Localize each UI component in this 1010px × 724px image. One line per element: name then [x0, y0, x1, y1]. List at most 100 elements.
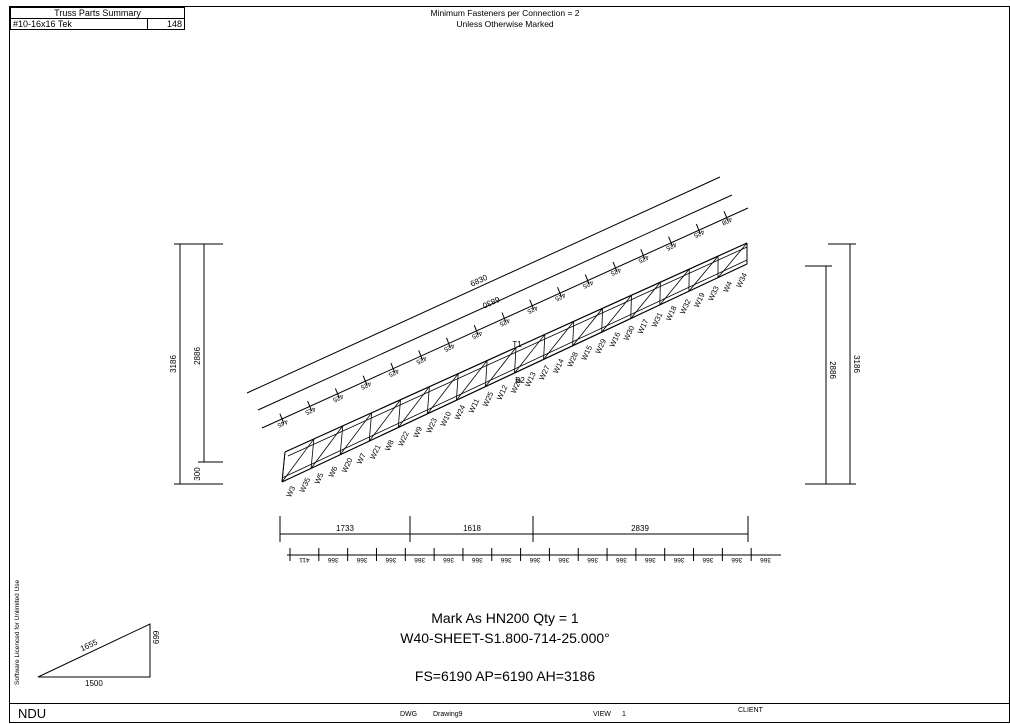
bottom-tick-label: 366 — [731, 556, 742, 563]
view-label: VIEW — [593, 711, 611, 718]
web-vertical — [485, 360, 488, 387]
top-tick-label: 425 — [498, 316, 511, 327]
tick-mark — [695, 223, 701, 235]
pitch-rise-label: 699 — [152, 630, 161, 644]
web-diagonal — [456, 360, 488, 401]
tick-mark — [640, 249, 646, 260]
web-vertical — [397, 399, 401, 428]
truss-drawing: W3 W35 W5 W6 W20 W7 W21 W8 W22 W9 W23 W10 W24 W11 W25 W… — [281, 242, 749, 499]
tick-mark — [668, 236, 674, 247]
web-vertical — [368, 412, 373, 442]
left-height-text: 2886 — [193, 347, 202, 365]
tick-mark — [501, 312, 507, 323]
bottom-tick-label: 411 — [299, 556, 310, 563]
web-label: W20 — [340, 456, 355, 474]
tick-mark — [473, 324, 479, 336]
web-label: W11 — [467, 397, 481, 414]
top-tick-label: 425 — [664, 241, 677, 252]
web-label: W30 — [622, 324, 637, 342]
tick-mark — [446, 337, 451, 348]
top-chord-label: T1 — [512, 340, 522, 349]
bottom-tick-label: 366 — [529, 556, 540, 563]
web-label: W13 — [523, 370, 538, 388]
web-vertical — [281, 451, 286, 483]
pitch-base-label: 1500 — [85, 679, 103, 688]
tick-mark — [362, 375, 368, 386]
web-diagonal — [339, 412, 372, 455]
tick-mark — [529, 299, 535, 311]
bottom-tick-label: 366 — [644, 556, 655, 563]
web-vertical — [630, 295, 632, 319]
web-label: W12 — [495, 384, 510, 402]
web-vertical — [659, 282, 661, 305]
web-label: W24 — [453, 403, 468, 421]
top-tick-label: 408 — [720, 215, 733, 226]
bottom-tick-label: 366 — [356, 556, 367, 563]
top-tick-label: 425 — [692, 228, 705, 239]
web-vertical — [601, 308, 604, 333]
bottom-tick-label: 366 — [616, 556, 627, 563]
web-diagonal — [426, 373, 459, 415]
left-heel-text: 300 — [193, 467, 202, 481]
top-tick-label: 425 — [387, 367, 400, 378]
fastener-note-line1: Minimum Fasteners per Connection = 2 — [430, 8, 580, 18]
web-diagonal — [485, 347, 517, 387]
footer-ndu: NDU — [18, 706, 47, 721]
tick-mark — [723, 211, 729, 222]
bottom-tick-label: 366 — [443, 556, 454, 563]
web-label: W19 — [692, 291, 707, 309]
web-label: W6 — [327, 465, 340, 479]
tick-dim-line — [261, 207, 749, 429]
top-tick-label: 425 — [581, 278, 594, 289]
bottom-tick-label: 366 — [760, 556, 771, 563]
mark-line1: Mark As HN200 Qty = 1 — [431, 610, 579, 626]
bottom-seg1-text: 1733 — [336, 524, 354, 533]
top-chord-inner — [287, 246, 748, 457]
web-diagonal — [630, 281, 661, 319]
web-vertical — [514, 347, 517, 374]
top-tick-label: 425 — [442, 342, 455, 353]
web-vertical — [543, 334, 546, 360]
tick-mark — [612, 261, 618, 273]
tick-mark — [584, 274, 590, 285]
web-label: W15 — [579, 344, 594, 362]
bottom-tick-label: 366 — [327, 556, 338, 563]
web-diagonal — [368, 399, 401, 442]
overall-dim-text: 6830 — [469, 273, 489, 289]
fastener-note-line2: Unless Otherwise Marked — [456, 19, 554, 29]
web-label: W21 — [368, 443, 383, 461]
left-overall-text: 3186 — [169, 355, 178, 373]
bottom-chord-label: B2 — [515, 376, 525, 385]
top-tick-label: 425 — [526, 304, 539, 315]
bottom-tick-label: 366 — [414, 556, 425, 563]
web-label: W31 — [650, 311, 665, 329]
web-diagonal — [572, 308, 603, 347]
top-tick-label: 425 — [553, 291, 566, 302]
view-value: 1 — [622, 711, 626, 718]
web-label: W35 — [298, 476, 313, 494]
bottom-tick-label: 366 — [587, 556, 598, 563]
web-label: W32 — [678, 298, 693, 316]
web-label: W33 — [706, 285, 721, 303]
bottom-tick-label: 366 — [673, 556, 684, 563]
bottom-tick-label: 366 — [385, 556, 396, 563]
bottom-tick-label: 366 — [702, 556, 713, 563]
top-tick-label: 425 — [304, 405, 317, 416]
top-tick-label: 425 — [609, 266, 622, 277]
fastener-note: Minimum Fasteners per Connection = 2 Unl… — [380, 8, 630, 30]
tick-mark — [334, 388, 340, 399]
parts-count: 148 — [147, 18, 185, 30]
web-label: W7 — [355, 452, 368, 466]
tick-mark — [557, 287, 562, 298]
web-vertical — [455, 373, 459, 401]
web-diagonal — [717, 242, 748, 278]
web-vertical — [426, 386, 430, 414]
web-diagonal — [514, 334, 546, 374]
parts-summary-table: Truss Parts Summary #10-16x16 Tek 148 — [10, 7, 185, 30]
web-label: W16 — [608, 331, 623, 349]
web-label: W8 — [383, 438, 396, 452]
top-tick-label: 425 — [470, 329, 483, 340]
parts-summary-title: Truss Parts Summary — [10, 7, 185, 19]
footer-divider — [10, 703, 1010, 704]
